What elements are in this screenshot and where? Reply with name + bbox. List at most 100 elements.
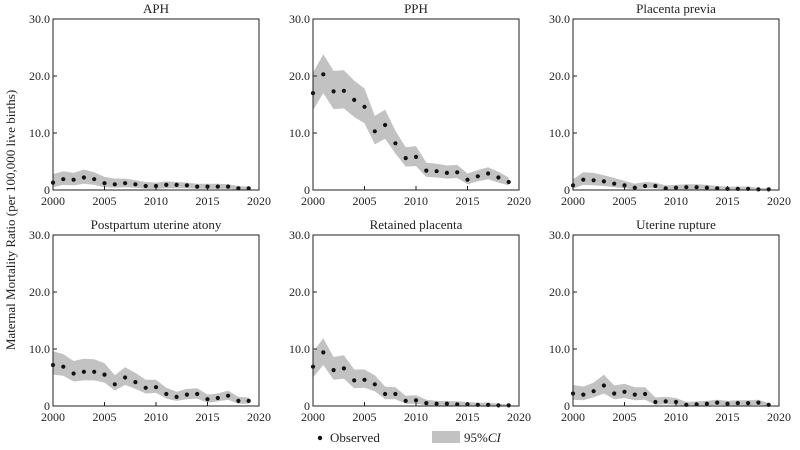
y-axis-label: Maternal Mortality Ratio (per 100,000 li… [3,90,18,350]
observed-point-postpartum-uterine-atony-2003 [81,369,86,374]
observed-point-placenta-previa-2005 [622,183,627,188]
observed-point-pph-2018 [496,175,501,180]
observed-point-aph-2014 [195,184,200,189]
x-tick-label-placenta-previa-2010: 2010 [664,194,688,208]
x-tick-label-aph-2010: 2010 [144,194,168,208]
observed-point-postpartum-uterine-atony-2013 [184,392,189,397]
observed-point-postpartum-uterine-atony-2001 [61,364,66,369]
observed-point-uterine-rupture-2014 [715,400,720,405]
observed-point-pph-2014 [455,170,460,175]
observed-point-placenta-previa-2007 [643,183,648,189]
y-tick-label-retained-placenta-20: 20.0 [289,285,310,299]
legend-ci-swatch [432,431,460,443]
observed-point-aph-2013 [184,183,189,188]
y-tick-label-retained-placenta-30: 30.0 [289,228,310,242]
observed-point-placenta-previa-2011 [684,185,689,190]
observed-point-pph-2005 [362,104,367,109]
observed-point-aph-2001 [61,177,66,182]
observed-point-pph-2004 [352,97,357,102]
observed-point-pph-2016 [475,174,480,179]
y-tick-label-pph-30: 30.0 [289,12,310,26]
observed-point-uterine-rupture-2004 [612,391,617,396]
panel-retained-placenta: 2000 2005 2010 2015 2020 0 10.0 20.0 30.0 Retaine… [289,217,531,424]
panel-uterine-rupture: 2000 2005 2010 2015 2020 0 10.0 20.0 30.0 Uterine… [549,217,791,424]
observed-point-placenta-previa-2006 [632,185,637,190]
observed-point-aph-2003 [81,175,86,180]
panel-title-postpartum-uterine-atony: Postpartum uterine atony [91,217,222,232]
legend-ci-label: 95%CI [464,430,502,445]
y-tick-label-pph-20: 20.0 [289,69,310,83]
observed-point-retained-placenta-2009 [403,398,408,403]
y-tick-label-pph-0: 0 [304,183,310,197]
observed-point-uterine-rupture-2016 [735,401,740,406]
observed-point-uterine-rupture-2003 [601,383,607,388]
x-tick-label-aph-2000: 2000 [41,194,65,208]
y-tick-label-placenta-previa-20: 20.0 [549,69,570,83]
y-tick-label-retained-placenta-0: 0 [304,399,310,413]
panel-title-uterine-rupture: Uterine rupture [636,217,716,232]
observed-point-aph-2004 [92,177,97,182]
observed-point-postpartum-uterine-atony-2015 [205,397,210,402]
observed-point-placenta-previa-2013 [704,185,710,190]
observed-point-retained-placenta-2002 [331,368,336,373]
y-tick-label-aph-20: 20.0 [29,69,50,83]
x-tick-label-uterine-rupture-2020: 2020 [767,410,791,424]
observed-point-uterine-rupture-2001 [581,392,586,397]
ci-band-uterine-rupture [573,374,769,406]
y-tick-label-uterine-rupture-10: 10.0 [549,342,570,356]
ci-band-placenta-previa [573,172,769,190]
y-tick-label-uterine-rupture-20: 20.0 [549,285,570,299]
observed-point-postpartum-uterine-atony-2010 [153,385,159,390]
observed-point-postpartum-uterine-atony-2002 [71,371,76,376]
panel-title-retained-placenta: Retained placenta [370,217,463,232]
observed-point-uterine-rupture-2006 [632,392,637,397]
observed-point-pph-2015 [465,177,470,182]
x-tick-label-pph-2015: 2015 [456,194,480,208]
x-tick-label-placenta-previa-2000: 2000 [561,194,585,208]
plot-frame-placenta-previa [572,18,780,191]
observed-point-uterine-rupture-2018 [756,400,761,405]
observed-point-aph-2018 [236,186,241,191]
x-tick-label-placenta-previa-2015: 2015 [716,194,740,208]
observed-point-pph-2002 [331,89,336,94]
observed-point-postpartum-uterine-atony-2014 [195,391,200,397]
x-tick-label-pph-2005: 2005 [353,194,377,208]
observed-point-aph-2017 [226,184,231,189]
x-tick-label-uterine-rupture-2015: 2015 [716,410,740,424]
observed-point-uterine-rupture-2005 [622,389,627,394]
observed-point-uterine-rupture-2008 [653,399,658,405]
observed-point-placenta-previa-2009 [663,186,668,191]
x-tick-label-postpartum-uterine-atony-2005: 2005 [93,410,117,424]
chart-legend: Observed 95%CI [317,430,502,445]
panel-postpartum-uterine-atony: 2000 2005 2010 2015 2020 0 10.0 20.0 30.0 Postpar… [29,217,271,424]
x-tick-label-aph-2005: 2005 [93,194,117,208]
x-tick-label-aph-2015: 2015 [196,194,220,208]
observed-point-postpartum-uterine-atony-2007 [123,375,128,380]
legend-observed-marker [317,435,323,441]
observed-point-aph-2019 [246,186,251,191]
panel-pph: 2000 2005 2010 2015 2020 0 10.0 20.0 30.0 PPH [289,1,531,208]
observed-point-placenta-previa-2012 [694,185,699,190]
observed-point-placenta-previa-2018 [756,187,761,192]
observed-point-placenta-previa-2002 [591,178,596,183]
observed-point-retained-placenta-2006 [372,382,377,387]
x-tick-label-retained-placenta-2005: 2005 [353,410,377,424]
plot-frame-retained-placenta [312,234,520,407]
observed-point-placenta-previa-2001 [581,177,586,182]
observed-point-aph-2006 [112,182,117,187]
y-tick-label-aph-30: 30.0 [29,12,50,26]
x-tick-label-placenta-previa-2020: 2020 [767,194,791,208]
observed-point-postpartum-uterine-atony-2005 [102,372,107,377]
x-tick-label-postpartum-uterine-atony-2015: 2015 [196,410,220,424]
observed-point-postpartum-uterine-atony-2006 [112,382,117,387]
observed-point-postpartum-uterine-atony-2016 [215,395,220,401]
observed-point-pph-2019 [506,179,511,185]
x-tick-label-retained-placenta-2000: 2000 [301,410,325,424]
x-tick-label-retained-placenta-2020: 2020 [507,410,531,424]
panel-placenta-previa: 2000 2005 2010 2015 2020 0 10.0 20.0 30.0 Placent… [549,1,791,208]
x-tick-label-aph-2020: 2020 [247,194,271,208]
ci-band-retained-placenta [313,338,509,406]
observed-point-retained-placenta-2011 [424,401,429,406]
observed-point-retained-placenta-2003 [341,366,346,371]
